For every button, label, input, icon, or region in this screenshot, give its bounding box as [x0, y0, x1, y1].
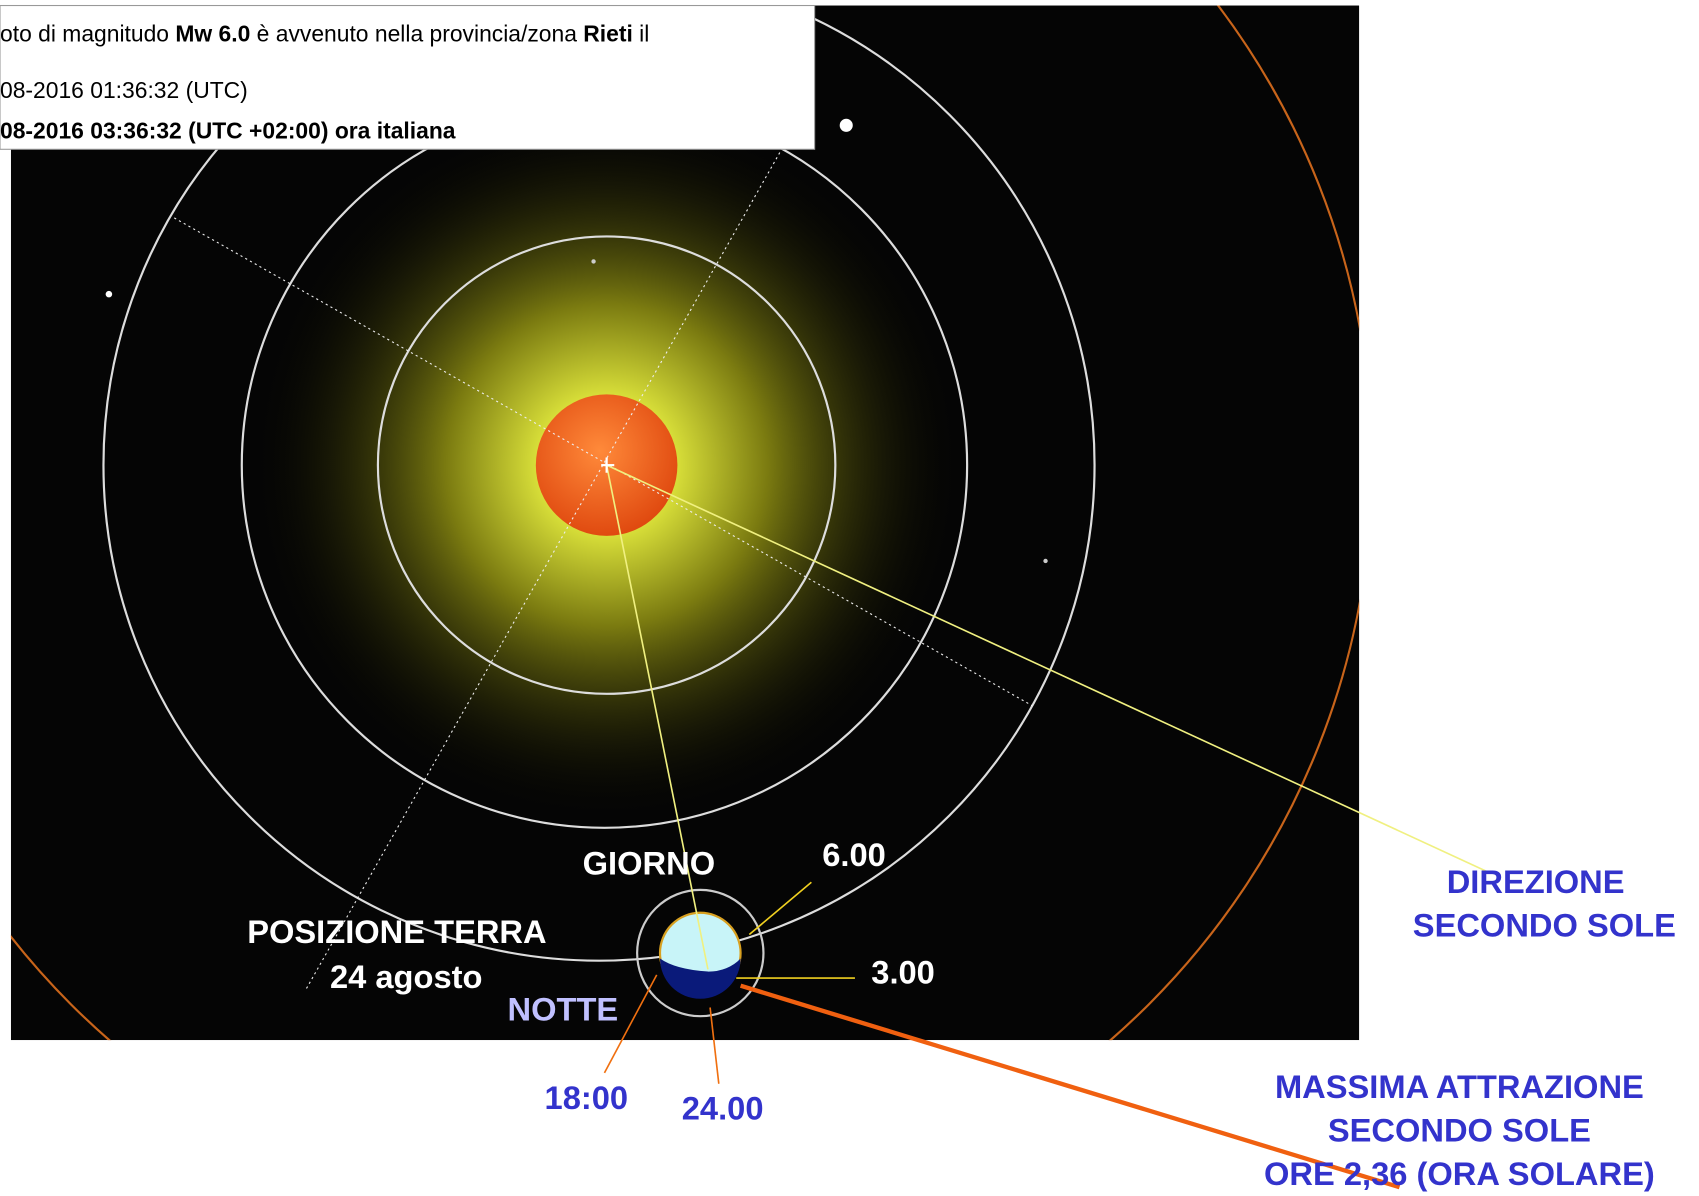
label: 24.00	[682, 1090, 764, 1127]
label: POSIZIONE TERRA	[247, 913, 546, 950]
t: oto di magnitudo	[0, 20, 175, 46]
label: GIORNO	[583, 845, 715, 882]
label: 24 agosto	[330, 958, 482, 995]
t: il	[633, 20, 650, 46]
t: Rieti	[583, 20, 633, 46]
label: 6.00	[822, 836, 886, 873]
popup-line: oto di magnitudo Mw 6.0 è avvenuto nella…	[0, 20, 649, 46]
t: Mw 6.0	[175, 20, 250, 46]
label: 18:00	[545, 1079, 629, 1116]
space-view	[0, 0, 1372, 1196]
label: 3.00	[871, 954, 935, 991]
t: è avvenuto nella provincia/zona	[250, 20, 583, 46]
popup-line: 08-2016 01:36:32 (UTC)	[0, 77, 248, 103]
label: NOTTE	[508, 991, 619, 1028]
label: DIREZIONE	[1447, 863, 1625, 900]
label: SECONDO SOLE	[1328, 1111, 1591, 1148]
popup-line: 08-2016 03:36:32 (UTC +02:00) ora italia…	[0, 117, 456, 143]
page: oto di magnitudo Mw 6.0 è avvenuto nella…	[0, 0, 1699, 1196]
label: MASSIMA ATTRAZIONE	[1275, 1068, 1644, 1105]
label: SECONDO SOLE	[1413, 907, 1676, 944]
label: ORE 2,36 (ORA SOLARE)	[1264, 1155, 1655, 1192]
